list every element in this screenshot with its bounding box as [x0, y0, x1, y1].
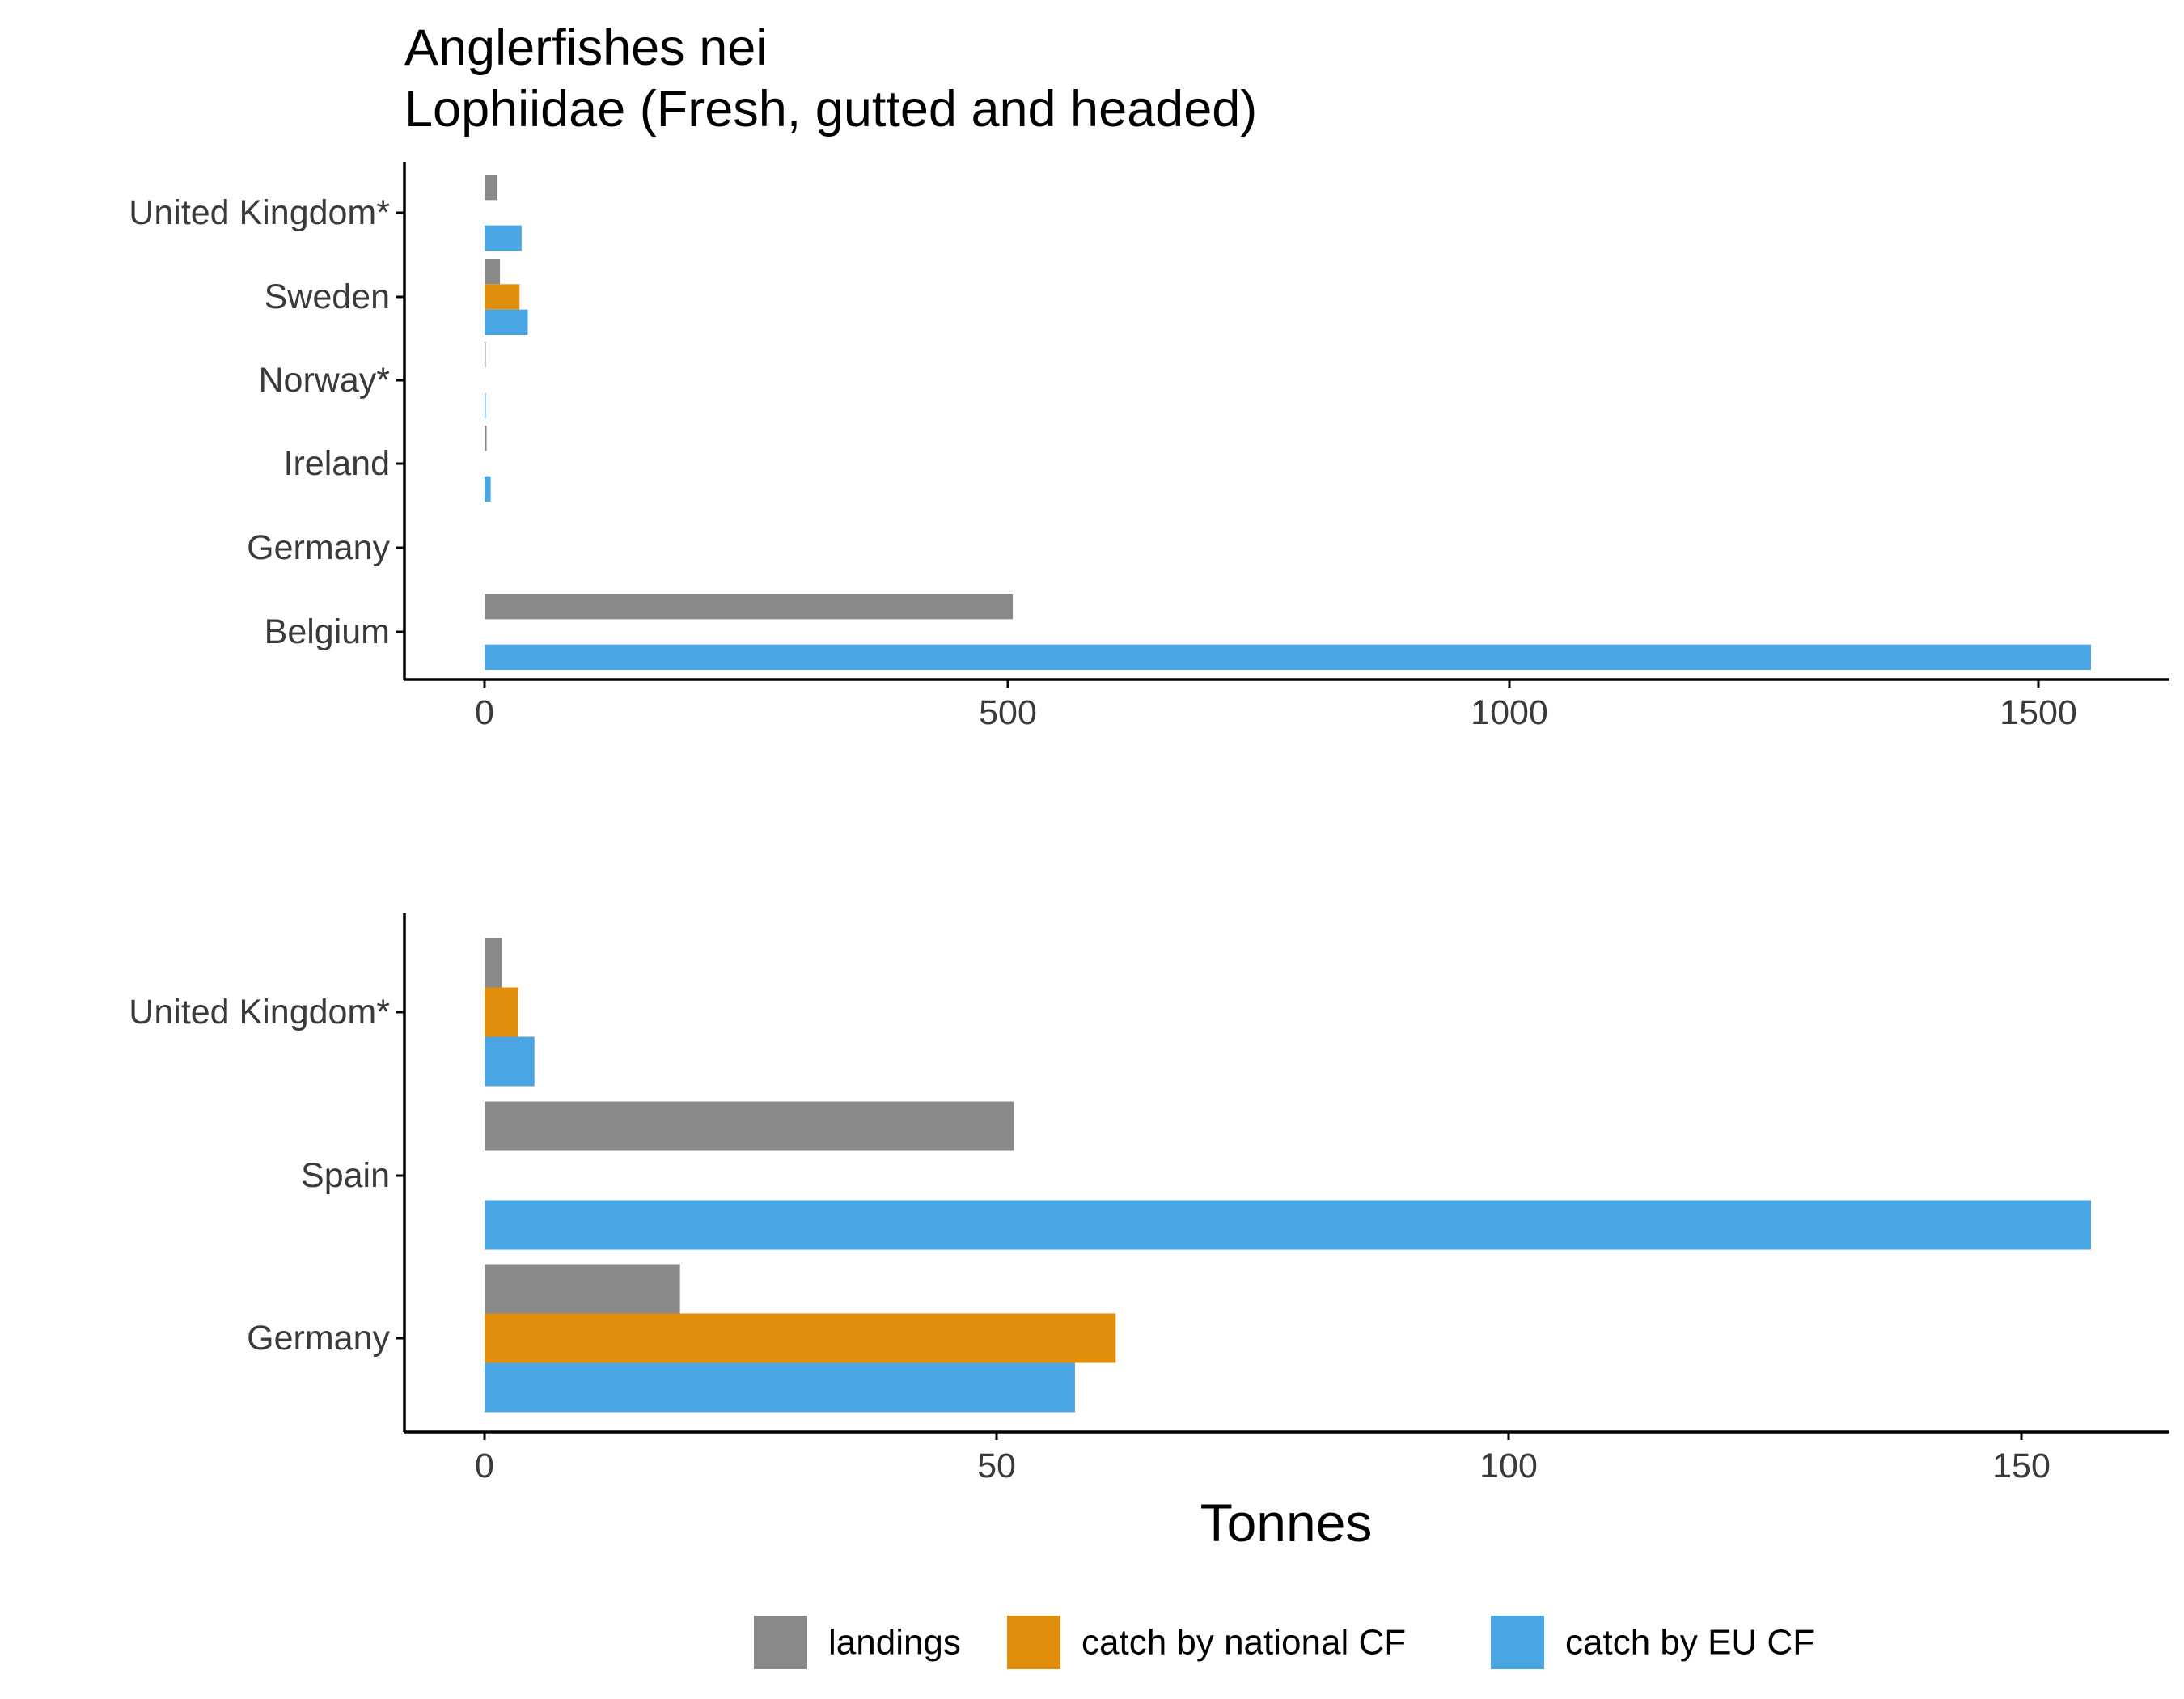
bar-p2-united-kingdom-catch-by-national-cf	[485, 987, 518, 1037]
bar-p1-norway-catch-by-eu-cf	[485, 392, 486, 418]
bar-p2-germany-catch-by-national-cf	[485, 1313, 1116, 1363]
chart-title: Anglerfishes nei	[404, 19, 768, 76]
y-tick-label-2-united-kingdom: United Kingdom*	[129, 993, 390, 1032]
x-tick-label-2-2: 100	[1479, 1447, 1538, 1485]
legend-key-catch-by-eu-cf	[1491, 1616, 1544, 1669]
bar-p2-germany-landings	[485, 1264, 680, 1314]
bar-p1-ireland-catch-by-eu-cf	[485, 476, 491, 502]
y-tick-label-1-germany: Germany	[247, 528, 390, 567]
y-tick-label-2-spain: Spain	[301, 1156, 390, 1195]
bar-p1-sweden-catch-by-eu-cf	[485, 309, 528, 335]
bar-p1-belgium-catch-by-eu-cf	[485, 644, 2091, 670]
x-tick-label-1-1: 500	[979, 693, 1037, 732]
legend-key-landings	[754, 1616, 807, 1669]
y-tick-label-1-norway: Norway*	[259, 361, 391, 400]
y-tick-label-1-sweden: Sweden	[265, 278, 390, 316]
legend-label-landings: landings	[828, 1623, 961, 1663]
y-tick-label-1-ireland: Ireland	[284, 444, 390, 483]
bar-p1-ireland-landings	[485, 426, 487, 451]
legend-key-catch-by-national-cf	[1007, 1616, 1060, 1669]
x-tick-label-2-1: 50	[977, 1447, 1016, 1485]
x-axis-title: Tonnes	[1200, 1493, 1373, 1553]
y-tick-label-2-germany: Germany	[247, 1319, 390, 1358]
bar-p2-spain-catch-by-eu-cf	[485, 1200, 2091, 1250]
bar-p1-belgium-landings	[485, 594, 1014, 620]
bar-p1-united-kingdom-catch-by-eu-cf	[485, 225, 522, 251]
bar-p1-sweden-catch-by-national-cf	[485, 284, 520, 310]
y-tick-label-1-belgium: Belgium	[265, 612, 390, 651]
chart-subtitle: Lophiidae (Fresh, gutted and headed)	[404, 81, 1258, 138]
x-tick-label-1-2: 1000	[1471, 693, 1548, 732]
bar-p2-united-kingdom-landings	[485, 938, 502, 988]
x-tick-label-1-3: 1500	[2000, 693, 2077, 732]
bar-p1-united-kingdom-landings	[485, 175, 497, 201]
y-tick-label-1-united-kingdom: United Kingdom*	[129, 193, 390, 232]
bar-p1-sweden-landings	[485, 259, 501, 285]
bar-p2-united-kingdom-catch-by-eu-cf	[485, 1036, 535, 1087]
bar-p2-germany-catch-by-eu-cf	[485, 1362, 1075, 1413]
x-tick-label-2-0: 0	[475, 1447, 494, 1485]
x-tick-label-2-3: 150	[1992, 1447, 2051, 1485]
x-tick-label-1-0: 0	[475, 693, 494, 732]
legend-label-catch-by-national-cf: catch by national CF	[1081, 1623, 1406, 1663]
bar-p2-spain-landings	[485, 1101, 1014, 1151]
legend-label-catch-by-eu-cf: catch by EU CF	[1565, 1623, 1814, 1663]
bar-p1-norway-landings	[485, 342, 486, 368]
